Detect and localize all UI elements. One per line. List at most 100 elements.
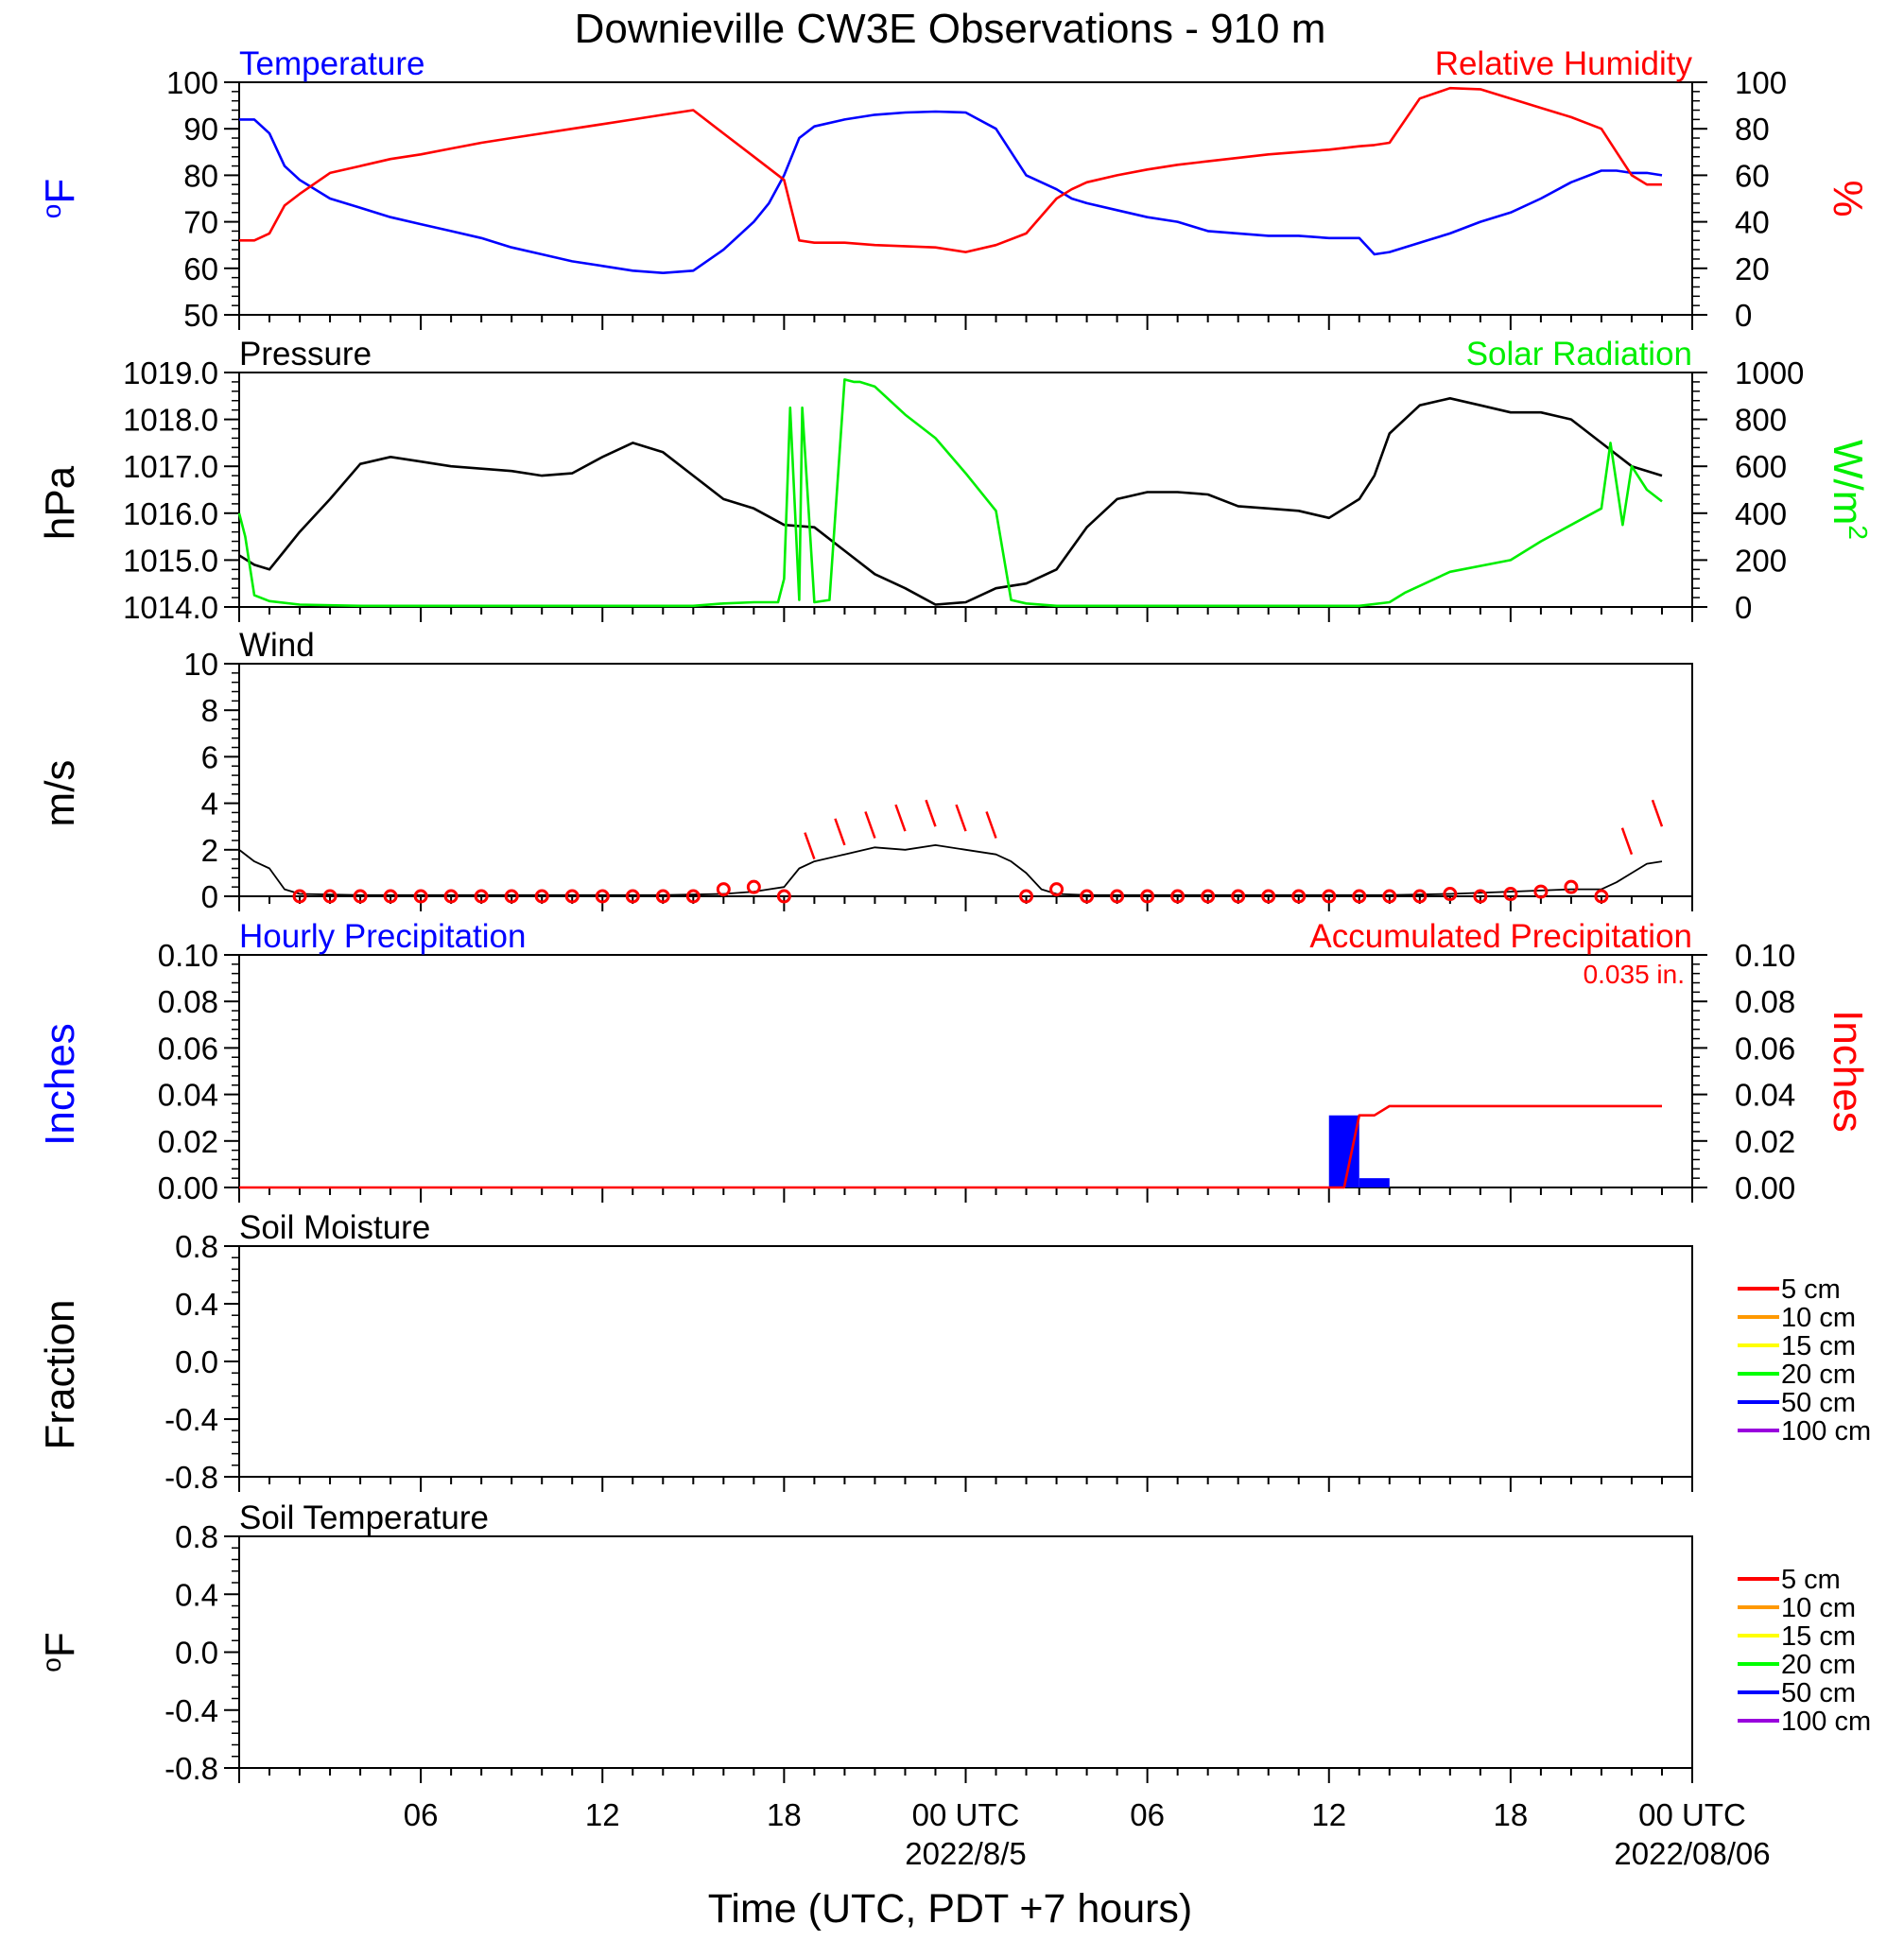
wind-calm-marker xyxy=(564,889,580,904)
y-tick-label: 0.00 xyxy=(1735,1170,1795,1205)
x-tick-label: 00 UTC xyxy=(912,1797,1020,1832)
y-tick-label: 0.08 xyxy=(158,984,218,1019)
y-tick-label: 1018.0 xyxy=(123,403,218,438)
plot-frame xyxy=(238,663,1693,897)
y-tick-label: 0.04 xyxy=(158,1078,218,1113)
wind-calm-marker xyxy=(746,879,761,894)
plot-frame xyxy=(238,1245,1693,1478)
series-temperature xyxy=(239,110,1663,275)
wind-calm-marker xyxy=(1564,879,1579,894)
wind-calm-marker xyxy=(1291,889,1307,904)
y-tick-label: 60 xyxy=(1735,158,1770,193)
y-tick-label: 0 xyxy=(1735,590,1752,625)
y-tick-label: 800 xyxy=(1735,403,1787,438)
wind-calm-marker xyxy=(716,882,731,897)
y-tick-label: 0.02 xyxy=(158,1124,218,1159)
panel-soil-moisture: Soil Moisture 0.8 0.4 0.0 -0.4 -0.8 Fraction 5 … xyxy=(37,1209,1871,1495)
wind-calm-marker xyxy=(322,889,338,904)
y-tick-label: 0.10 xyxy=(1735,938,1795,973)
wind-barb xyxy=(985,811,997,839)
wind-calm-marker xyxy=(1231,889,1246,904)
wind-barb xyxy=(1620,827,1634,856)
y-tick-label: 1014.0 xyxy=(123,590,218,625)
legend-label: 100 cm xyxy=(1781,1707,1871,1737)
wind-barb xyxy=(864,811,876,839)
x-date-label: 2022/8/5 xyxy=(905,1836,1026,1871)
wind-calm-marker xyxy=(1322,889,1337,904)
x-axis: 06 12 18 00 UTC 06 12 18 00 UTC 2022/8/5 2022/08/… xyxy=(404,1797,1771,1871)
chart-title: Downieville CW3E Observations - 910 m xyxy=(575,6,1326,52)
y-tick-label: 0.00 xyxy=(158,1170,218,1205)
panel-title-left: Soil Moisture xyxy=(239,1209,430,1246)
panel-hourly-precipitation: Hourly Precipitation Accumulated Precipit… xyxy=(37,918,1871,1205)
wind-calm-marker xyxy=(1080,889,1095,904)
wind-calm-marker xyxy=(1594,889,1609,904)
y-tick-label: 1017.0 xyxy=(123,449,218,484)
degree-superscript: o xyxy=(37,204,66,219)
legend-label: 20 cm xyxy=(1781,1360,1856,1390)
wind-calm-marker xyxy=(1170,889,1186,904)
y-label-left: oF xyxy=(37,179,83,218)
accum-total-annotation: 0.035 in. xyxy=(1584,960,1685,989)
y-tick-label: -0.4 xyxy=(164,1402,218,1437)
y-tick-label: 50 xyxy=(183,298,218,333)
y-tick-label: 400 xyxy=(1735,496,1787,531)
wind-calm-marker xyxy=(1261,889,1276,904)
x-tick-label: 00 UTC xyxy=(1638,1797,1746,1832)
y-tick-label: 60 xyxy=(183,251,218,286)
y-tick-label: 0 xyxy=(1735,298,1752,333)
wind-calm-marker xyxy=(1443,887,1458,902)
x-date-label: 2022/08/06 xyxy=(1614,1836,1770,1871)
y-tick-label: 1015.0 xyxy=(123,543,218,578)
wind-barb xyxy=(894,804,907,832)
y-tick-label: 0.06 xyxy=(1735,1031,1795,1066)
legend-label: 50 cm xyxy=(1781,1388,1856,1418)
legend-label: 15 cm xyxy=(1781,1331,1856,1361)
y-tick-label: 1016.0 xyxy=(123,496,218,531)
y-tick-label: 2 xyxy=(201,833,218,868)
wind-calm-marker xyxy=(595,889,610,904)
accumulated-precip-line xyxy=(239,1104,1662,1189)
legend-label: 5 cm xyxy=(1781,1565,1841,1595)
unit-text: W/m xyxy=(1825,440,1871,525)
wind-calm-marker xyxy=(353,889,368,904)
y-tick-label: 0.04 xyxy=(1735,1078,1795,1113)
wind-calm-marker xyxy=(1412,889,1428,904)
hourly-precip-bar xyxy=(1328,1115,1359,1187)
y-tick-label: 0.8 xyxy=(175,1229,218,1264)
y-tick-label: 90 xyxy=(183,112,218,147)
hourly-precip-bar xyxy=(1359,1178,1390,1187)
wind-calm-marker xyxy=(1352,889,1367,904)
wind-calm-marker xyxy=(1201,889,1216,904)
y-label-right: Inches xyxy=(1825,1010,1871,1133)
x-axis-label: Time (UTC, PDT +7 hours) xyxy=(708,1886,1193,1932)
y-tick-label: 70 xyxy=(183,205,218,240)
legend-label: 20 cm xyxy=(1781,1650,1856,1680)
y-label-left: Inches xyxy=(37,1023,83,1146)
panel-title-left: Pressure xyxy=(239,336,372,373)
wind-calm-marker xyxy=(1140,889,1155,904)
y-tick-label: 4 xyxy=(201,787,218,822)
unit-superscript: 2 xyxy=(1843,525,1873,540)
y-label-right: W/m2 xyxy=(1825,440,1873,540)
unit-letter: F xyxy=(37,179,83,204)
wind-barb xyxy=(804,832,816,860)
wind-barb xyxy=(925,799,937,827)
wind-calm-marker xyxy=(1473,889,1488,904)
y-label-right: % xyxy=(1825,180,1871,217)
y-tick-label: -0.8 xyxy=(164,1460,218,1495)
panel-wind: Wind 10 8 6 4 2 0 m/s xyxy=(37,627,1693,914)
panel-title-right: Accumulated Precipitation xyxy=(1309,918,1692,955)
y-tick-label: -0.8 xyxy=(164,1751,218,1786)
y-tick-label: 0.0 xyxy=(175,1636,218,1671)
wind-calm-marker xyxy=(504,889,519,904)
wind-calm-marker xyxy=(443,889,459,904)
wind-calm-marker xyxy=(534,889,549,904)
wind-barb xyxy=(955,804,967,832)
y-tick-label: 0 xyxy=(201,879,218,914)
y-tick-label: 0.02 xyxy=(1735,1124,1795,1159)
y-tick-label: 100 xyxy=(166,65,218,100)
y-tick-label: 80 xyxy=(1735,112,1770,147)
y-tick-label: 0.10 xyxy=(158,938,218,973)
